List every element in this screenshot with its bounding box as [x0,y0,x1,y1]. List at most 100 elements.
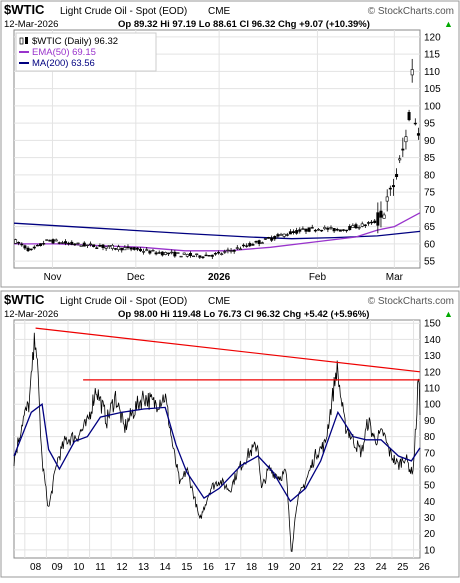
long-term-chart-svg: $WTIC Light Crude Oil - Spot (EOD) CME ©… [0,290,460,578]
y-tick-label: 85 [424,153,436,164]
change-up-arrow-icon: ▲ [444,19,453,29]
candle-body [301,228,305,230]
candle-body [185,254,189,257]
candle-body [395,173,399,178]
y-tick-label: 95 [424,119,436,130]
y-tick-label: 40 [424,497,436,508]
candle-body [329,227,333,229]
candle-body [154,252,158,255]
candle-body [341,229,345,231]
x-tick-label: 08 [30,562,42,573]
chart-ohlc: Op 89.32 Hi 97.19 Lo 88.61 Cl 96.32 Chg … [118,19,370,30]
candle-body [242,244,246,247]
candle-body [57,242,61,244]
x-tick-label: 15 [181,562,193,573]
x-tick-label: 17 [224,562,236,573]
candle-body [201,256,205,258]
candle-body [370,221,374,224]
candle-body [35,244,39,247]
candle-body [48,240,52,242]
candle-body [132,247,136,250]
candle-body [279,234,283,236]
candle-body [376,212,380,226]
y-tick-label: 120 [424,367,441,378]
candle-body [235,247,239,249]
candle-body [320,229,324,232]
candle-body [217,252,221,254]
chart-exchange: CME [208,296,231,307]
candle-body [123,247,127,251]
chart-date: 12-Mar-2026 [4,309,58,320]
candle-body [95,247,99,249]
candle-body [332,228,336,232]
y-tick-label: 70 [424,205,436,216]
candle-body [157,252,161,254]
candle-body [79,244,83,247]
candle-body [101,244,105,248]
x-tick-label: 26 [419,562,431,573]
x-tick-label: 11 [95,562,106,573]
candle-body [307,227,311,232]
x-tick-label: 22 [332,562,344,573]
candle-body [232,249,236,252]
candle-body [295,230,299,234]
candle-body [39,243,43,247]
candle-body [32,246,36,249]
candle-body [407,112,411,121]
candle-body [167,252,171,255]
candle-body [282,233,286,237]
candle-body [345,229,349,232]
candle-body [288,231,292,235]
x-tick-label: 14 [160,562,172,573]
candle-icon [25,37,28,44]
y-tick-label: 60 [424,239,436,250]
legend-entry: EMA(50) 69.15 [32,47,96,58]
candle-body [313,229,317,232]
candle-body [192,255,196,258]
candle-body [148,250,152,254]
x-tick-label: Nov [44,272,62,283]
candle-body [335,228,339,231]
candle-body [304,228,308,232]
chart-instrument-name: Light Crude Oil - Spot (EOD) [60,6,187,17]
change-up-arrow-icon: ▲ [444,309,453,319]
candle-body [229,250,233,252]
chart-symbol: $WTIC [4,292,45,307]
candle-body [348,226,352,231]
candle-body [323,227,327,230]
candle-body [104,246,108,249]
candle-body [163,252,167,255]
x-tick-label: 13 [138,562,150,573]
x-tick-label: 10 [73,562,85,573]
candle-body [76,242,80,245]
candle-body [298,229,302,232]
y-tick-label: 55 [424,257,436,268]
plot-area [13,319,421,559]
y-tick-label: 50 [424,481,436,492]
candle-body [54,239,58,242]
candle-body [366,222,370,224]
candle-body [145,249,149,251]
candle-body [285,234,289,236]
candle-body [270,237,274,241]
y-tick-label: 70 [424,448,436,459]
candle-body [267,237,271,239]
candle-body [398,158,402,161]
y-tick-label: 80 [424,170,436,181]
chart-panel-long-term: $WTIC Light Crude Oil - Spot (EOD) CME ©… [0,290,460,578]
candle-body [357,227,361,229]
y-tick-label: 105 [424,84,441,95]
y-tick-label: 140 [424,335,441,346]
x-tick-label: Feb [309,272,327,283]
chart-ohlc: Op 98.00 Hi 119.48 Lo 76.73 Cl 96.32 Chg… [118,309,369,320]
candle-body [20,243,24,246]
candle-body [195,253,199,255]
x-tick-label: 21 [311,562,323,573]
x-tick-label: 24 [376,562,388,573]
candle-body [220,253,224,255]
candle-body [207,255,211,257]
y-tick-label: 60 [424,464,436,475]
candle-body [251,244,255,246]
candle-body [92,244,96,248]
candle-body [198,255,202,258]
